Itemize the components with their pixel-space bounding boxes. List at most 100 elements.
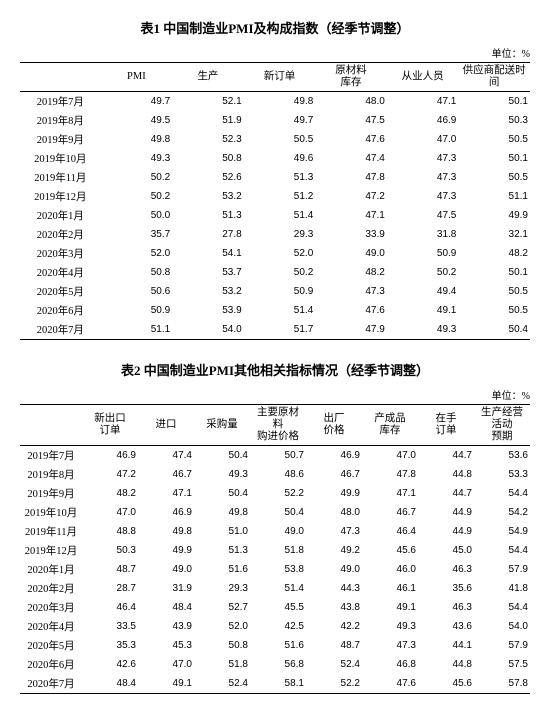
table-row: 2019年7月46.947.450.450.746.947.044.753.6 — [20, 446, 530, 466]
row-label: 2019年7月 — [20, 446, 82, 466]
cell-value: 50.1 — [458, 92, 530, 112]
table-row: 2020年4月50.853.750.248.250.250.1 — [20, 263, 530, 282]
cell-value: 46.3 — [418, 560, 474, 579]
cell-value: 51.1 — [458, 187, 530, 206]
cell-value: 57.9 — [474, 560, 530, 579]
cell-value: 53.8 — [250, 560, 306, 579]
table-row: 2020年3月52.054.152.049.050.948.2 — [20, 244, 530, 263]
cell-value: 46.8 — [362, 655, 418, 674]
table1: PMI生产新订单原材料库存从业人员供应商配送时间 2019年7月49.752.1… — [20, 62, 530, 340]
cell-value: 47.6 — [362, 674, 418, 694]
cell-value: 52.4 — [194, 674, 250, 694]
cell-value: 47.8 — [315, 168, 387, 187]
cell-value: 42.2 — [306, 617, 362, 636]
cell-value: 45.0 — [418, 541, 474, 560]
table2-body: 2019年7月46.947.450.450.746.947.044.753.62… — [20, 446, 530, 694]
row-label: 2020年7月 — [20, 674, 82, 694]
row-label: 2020年1月 — [20, 560, 82, 579]
table-row: 2019年9月48.247.150.452.249.947.144.754.4 — [20, 484, 530, 503]
col-header — [20, 405, 82, 446]
col-header: 产成品库存 — [362, 405, 418, 446]
cell-value: 51.4 — [244, 301, 316, 320]
row-label: 2019年12月 — [20, 541, 82, 560]
col-header: 从业人员 — [387, 63, 459, 92]
cell-value: 46.0 — [362, 560, 418, 579]
cell-value: 49.7 — [244, 111, 316, 130]
row-label: 2019年8月 — [20, 465, 82, 484]
table1-head: PMI生产新订单原材料库存从业人员供应商配送时间 — [20, 63, 530, 92]
cell-value: 49.3 — [387, 320, 459, 340]
row-label: 2020年7月 — [20, 320, 101, 340]
cell-value: 50.1 — [458, 149, 530, 168]
cell-value: 51.9 — [172, 111, 244, 130]
cell-value: 46.4 — [362, 522, 418, 541]
cell-value: 49.8 — [194, 503, 250, 522]
cell-value: 50.6 — [101, 282, 173, 301]
cell-value: 47.1 — [362, 484, 418, 503]
cell-value: 35.3 — [82, 636, 138, 655]
col-header: 主要原材料购进价格 — [250, 405, 306, 446]
cell-value: 52.2 — [250, 484, 306, 503]
cell-value: 52.4 — [306, 655, 362, 674]
cell-value: 50.9 — [387, 244, 459, 263]
cell-value: 49.8 — [138, 522, 194, 541]
table-row: 2020年5月50.653.250.947.349.450.5 — [20, 282, 530, 301]
table-row: 2020年1月50.051.351.447.147.549.9 — [20, 206, 530, 225]
cell-value: 54.4 — [474, 484, 530, 503]
row-label: 2020年2月 — [20, 225, 101, 244]
cell-value: 50.3 — [458, 111, 530, 130]
cell-value: 46.9 — [306, 446, 362, 466]
cell-value: 47.3 — [362, 636, 418, 655]
row-label: 2020年5月 — [20, 636, 82, 655]
cell-value: 47.4 — [138, 446, 194, 466]
cell-value: 47.9 — [315, 320, 387, 340]
row-label: 2020年6月 — [20, 301, 101, 320]
cell-value: 50.0 — [101, 206, 173, 225]
cell-value: 51.6 — [250, 636, 306, 655]
cell-value: 54.4 — [474, 541, 530, 560]
col-header: 新出口订单 — [82, 405, 138, 446]
cell-value: 49.9 — [138, 541, 194, 560]
cell-value: 50.5 — [458, 301, 530, 320]
row-label: 2020年2月 — [20, 579, 82, 598]
cell-value: 50.5 — [458, 282, 530, 301]
cell-value: 50.4 — [194, 484, 250, 503]
cell-value: 46.1 — [362, 579, 418, 598]
cell-value: 57.8 — [474, 674, 530, 694]
row-label: 2019年9月 — [20, 130, 101, 149]
cell-value: 54.1 — [172, 244, 244, 263]
table-row: 2019年11月48.849.851.049.047.346.444.954.9 — [20, 522, 530, 541]
cell-value: 45.6 — [362, 541, 418, 560]
cell-value: 41.8 — [474, 579, 530, 598]
col-header: PMI — [101, 63, 173, 92]
cell-value: 49.0 — [306, 560, 362, 579]
cell-value: 44.7 — [418, 484, 474, 503]
cell-value: 49.5 — [101, 111, 173, 130]
table1-unit: 单位：% — [20, 45, 530, 60]
cell-value: 47.4 — [315, 149, 387, 168]
cell-value: 50.2 — [101, 168, 173, 187]
cell-value: 49.8 — [244, 92, 316, 112]
table-row: 2020年4月33.543.952.042.542.249.343.654.0 — [20, 617, 530, 636]
col-header — [20, 63, 101, 92]
cell-value: 51.0 — [194, 522, 250, 541]
cell-value: 47.0 — [362, 446, 418, 466]
cell-value: 54.9 — [474, 522, 530, 541]
cell-value: 48.2 — [458, 244, 530, 263]
cell-value: 47.8 — [362, 465, 418, 484]
table-row: 2019年11月50.252.651.347.847.350.5 — [20, 168, 530, 187]
col-header: 出厂价格 — [306, 405, 362, 446]
col-header: 进口 — [138, 405, 194, 446]
cell-value: 50.5 — [244, 130, 316, 149]
table-row: 2019年10月49.350.849.647.447.350.1 — [20, 149, 530, 168]
row-label: 2019年11月 — [20, 168, 101, 187]
cell-value: 51.3 — [172, 206, 244, 225]
cell-value: 45.3 — [138, 636, 194, 655]
cell-value: 51.3 — [244, 168, 316, 187]
cell-value: 50.1 — [458, 263, 530, 282]
cell-value: 49.2 — [306, 541, 362, 560]
cell-value: 51.1 — [101, 320, 173, 340]
cell-value: 47.1 — [138, 484, 194, 503]
cell-value: 49.7 — [101, 92, 173, 112]
cell-value: 53.2 — [172, 282, 244, 301]
